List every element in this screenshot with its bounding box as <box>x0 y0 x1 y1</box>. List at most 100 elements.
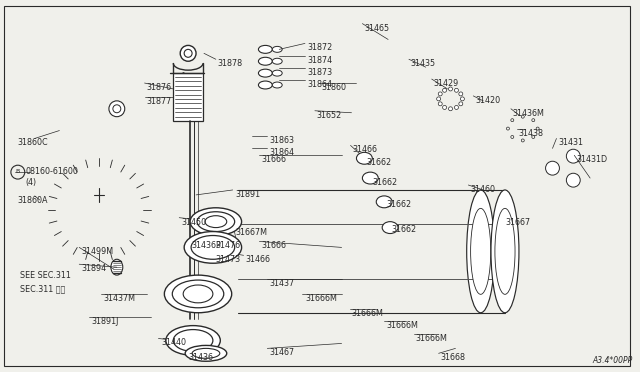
Text: 31860C: 31860C <box>18 138 49 147</box>
Ellipse shape <box>376 196 392 208</box>
Ellipse shape <box>323 78 360 113</box>
Text: SEE SEC.311: SEE SEC.311 <box>20 271 70 280</box>
Text: B: B <box>16 169 20 174</box>
Ellipse shape <box>407 64 445 98</box>
Text: A3.4*00PP: A3.4*00PP <box>592 356 632 365</box>
Ellipse shape <box>301 208 321 294</box>
Circle shape <box>545 147 588 190</box>
Text: 31467: 31467 <box>269 349 294 357</box>
Ellipse shape <box>197 212 235 231</box>
Ellipse shape <box>252 208 272 294</box>
Text: 31878: 31878 <box>218 59 243 68</box>
Circle shape <box>438 92 442 96</box>
Text: 31874: 31874 <box>307 56 332 65</box>
Text: 31435: 31435 <box>411 59 436 68</box>
Text: 31437: 31437 <box>269 279 294 288</box>
Polygon shape <box>206 101 272 153</box>
Circle shape <box>459 92 463 96</box>
Ellipse shape <box>497 224 513 279</box>
Circle shape <box>449 87 452 91</box>
Ellipse shape <box>422 208 442 294</box>
Ellipse shape <box>348 23 429 83</box>
Circle shape <box>459 102 463 106</box>
Bar <box>173 73 203 121</box>
Text: 31891: 31891 <box>236 190 260 199</box>
Ellipse shape <box>448 224 465 279</box>
Circle shape <box>180 45 196 61</box>
Text: 31860A: 31860A <box>18 196 49 205</box>
Ellipse shape <box>440 90 461 108</box>
Circle shape <box>454 88 458 92</box>
Circle shape <box>554 156 579 180</box>
Ellipse shape <box>259 81 272 89</box>
Text: 31436M: 31436M <box>513 109 545 118</box>
Ellipse shape <box>272 82 282 88</box>
Ellipse shape <box>172 280 224 308</box>
Ellipse shape <box>382 222 398 234</box>
Text: 31429: 31429 <box>434 79 459 88</box>
Ellipse shape <box>327 224 343 279</box>
Text: 31499M: 31499M <box>81 247 113 256</box>
Ellipse shape <box>524 141 541 155</box>
Ellipse shape <box>418 190 446 313</box>
Ellipse shape <box>230 224 246 279</box>
Ellipse shape <box>254 224 270 279</box>
Text: 31877: 31877 <box>147 97 172 106</box>
Circle shape <box>77 188 121 231</box>
Text: 31860: 31860 <box>322 83 347 92</box>
Text: 31662: 31662 <box>386 200 412 209</box>
Text: 31662: 31662 <box>366 158 392 167</box>
Ellipse shape <box>259 69 272 77</box>
Text: 31436P: 31436P <box>191 241 221 250</box>
Text: 31466: 31466 <box>353 145 378 154</box>
Ellipse shape <box>278 224 294 279</box>
Ellipse shape <box>472 102 498 124</box>
Circle shape <box>32 142 166 277</box>
Ellipse shape <box>472 224 489 279</box>
Text: 31662: 31662 <box>372 178 397 187</box>
Text: 31894: 31894 <box>81 264 106 273</box>
Ellipse shape <box>478 107 492 119</box>
Ellipse shape <box>303 224 319 279</box>
Text: 31662: 31662 <box>391 225 416 234</box>
Ellipse shape <box>356 31 420 76</box>
Circle shape <box>584 180 604 200</box>
Circle shape <box>438 102 442 106</box>
Text: 31667M: 31667M <box>236 228 268 237</box>
Text: 31873: 31873 <box>307 68 332 77</box>
Ellipse shape <box>192 349 220 358</box>
Text: 31437M: 31437M <box>103 294 135 303</box>
Ellipse shape <box>467 96 504 129</box>
Ellipse shape <box>474 185 492 199</box>
Ellipse shape <box>512 120 534 138</box>
Ellipse shape <box>507 115 539 142</box>
Circle shape <box>109 101 125 117</box>
Text: 31876: 31876 <box>147 83 172 92</box>
Ellipse shape <box>164 275 232 313</box>
Text: 31436: 31436 <box>188 353 213 362</box>
Text: SEC.311 参照: SEC.311 参照 <box>20 284 65 293</box>
Ellipse shape <box>276 208 296 294</box>
Ellipse shape <box>470 208 491 294</box>
Text: 31438: 31438 <box>519 129 544 138</box>
Ellipse shape <box>272 190 300 313</box>
Circle shape <box>482 203 532 252</box>
Ellipse shape <box>223 190 252 313</box>
Circle shape <box>56 166 143 253</box>
Circle shape <box>545 161 559 175</box>
Circle shape <box>566 149 580 163</box>
Circle shape <box>493 214 521 241</box>
Circle shape <box>436 97 440 101</box>
Ellipse shape <box>349 208 369 294</box>
Text: 31440: 31440 <box>161 339 186 347</box>
Ellipse shape <box>495 208 515 294</box>
Circle shape <box>454 106 458 109</box>
Text: 31666M: 31666M <box>351 309 383 318</box>
Ellipse shape <box>111 259 123 275</box>
Ellipse shape <box>469 180 497 204</box>
Text: 31473: 31473 <box>216 255 241 264</box>
Text: 31420: 31420 <box>476 96 500 105</box>
Ellipse shape <box>184 231 241 263</box>
Text: 31431: 31431 <box>559 138 584 147</box>
Ellipse shape <box>351 224 367 279</box>
